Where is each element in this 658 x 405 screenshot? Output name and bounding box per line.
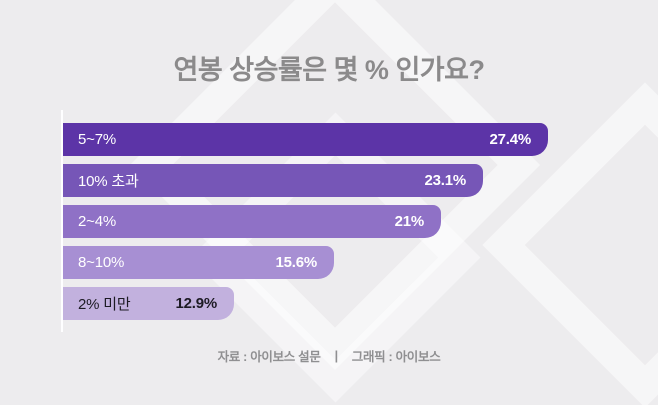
footer-credit: 자료 : 아이보스 설문 | 그래픽 : 아이보스 <box>0 346 658 365</box>
bar-row: 10% 초과 23.1% <box>63 164 483 197</box>
chart-axis-line <box>61 110 63 332</box>
bar-row: 2% 미만 12.9% <box>63 287 234 320</box>
bar-category-label: 8~10% <box>78 254 125 271</box>
bar-value-label: 21% <box>394 213 425 230</box>
chart-title: 연봉 상승률은 몇 % 인가요? <box>173 55 485 85</box>
bar-value-label: 27.4% <box>489 131 531 148</box>
bar-row: 5~7% 27.4% <box>63 123 548 156</box>
footer-graphic-label: 그래픽 : 아이보스 <box>351 350 441 364</box>
bar-chart: 5~7% 27.4% 10% 초과 23.1% 2~4% 21% 8~10% 15.6% 2% … <box>63 123 548 328</box>
bar-value-label: 15.6% <box>275 254 317 271</box>
footer-source-label: 자료 : 아이보스 설문 <box>217 350 321 364</box>
bar-row: 8~10% 15.6% <box>63 246 334 279</box>
bar-category-label: 5~7% <box>78 131 116 148</box>
bar-value-label: 12.9% <box>175 295 217 312</box>
bar-value-label: 23.1% <box>424 172 466 189</box>
bar-category-label: 10% 초과 <box>78 173 139 190</box>
bar-category-label: 2% 미만 <box>78 296 131 313</box>
footer-divider: | <box>334 348 339 363</box>
bar-category-label: 2~4% <box>78 213 116 230</box>
bar-row: 2~4% 21% <box>63 205 441 238</box>
